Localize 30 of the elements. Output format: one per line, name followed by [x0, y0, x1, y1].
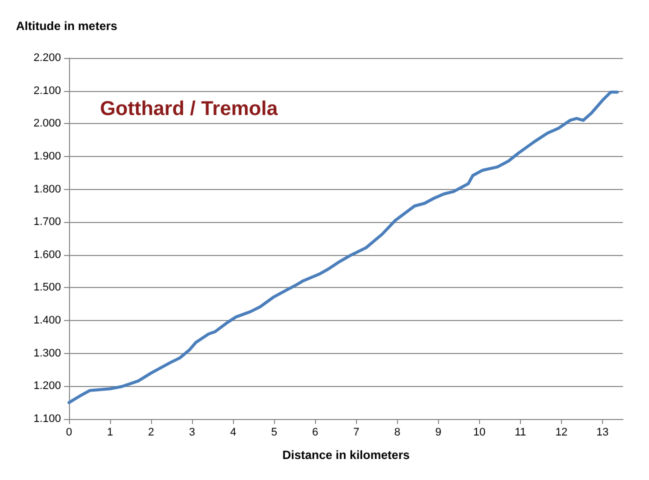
y-tick-label: 1.600	[33, 248, 61, 261]
x-tick-label: 5	[271, 426, 278, 438]
line-series	[68, 90, 619, 404]
x-tick-label: 9	[435, 426, 442, 438]
x-tick-label: 13	[596, 426, 609, 438]
y-tick-label: 1.400	[33, 314, 61, 327]
x-tick-label: 12	[555, 426, 568, 438]
x-tick-label: 6	[312, 426, 318, 438]
x-tick-label: 2	[148, 426, 154, 438]
x-tick-label: 1	[106, 426, 114, 438]
y-tick-label: 1.500	[33, 282, 61, 294]
x-tick-label: 10	[473, 426, 486, 438]
y-axis-title: Altitude in meters	[16, 19, 118, 33]
x-axis-title: Distance in kilometers	[282, 448, 410, 462]
x-tick-label: 3	[189, 426, 196, 438]
y-tick-label: 2.000	[33, 118, 61, 130]
y-tick-label: 1.100	[33, 413, 61, 425]
x-tick-label: 7	[353, 426, 360, 438]
y-tick-label: 1.700	[33, 216, 61, 228]
text: Gotthard / Tremola	[100, 98, 279, 120]
x-tick-label: 11	[514, 426, 526, 438]
y-tick-label: 2.200	[33, 52, 61, 64]
x-tick-label: 4	[230, 426, 236, 438]
y-tick-label: 1.200	[33, 380, 61, 392]
x-tick-label: 8	[394, 426, 400, 438]
y-tick-label: 1.900	[33, 150, 61, 162]
x-tick-label: 0	[66, 426, 72, 438]
y-tick-label: 1.300	[33, 347, 61, 360]
y-tick-label: 1.800	[33, 183, 61, 196]
y-tick-label: 2.100	[33, 84, 61, 97]
